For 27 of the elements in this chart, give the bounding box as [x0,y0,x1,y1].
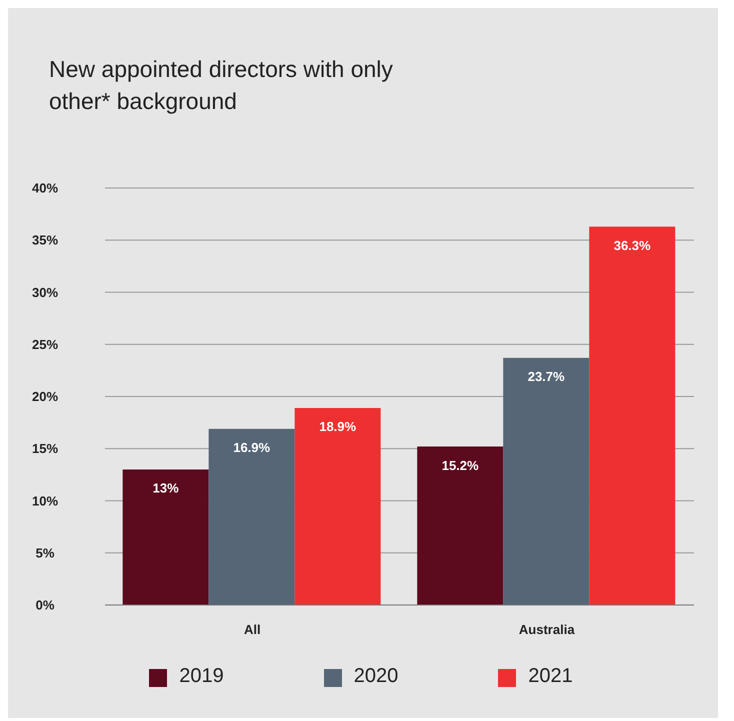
data-label: 36.3% [614,238,652,253]
y-tick-label: 25% [32,336,58,352]
legend-label: 2019 [179,665,224,687]
bar [417,446,504,605]
bar [208,428,295,605]
data-label: 13% [152,480,180,496]
bar [503,358,590,605]
bar [589,226,676,605]
bar [294,408,381,605]
x-tick-label: All [244,622,261,638]
bar [122,469,209,605]
data-label: 18.9% [319,419,357,434]
y-tick-label: 35% [32,232,58,248]
legend-label: 2021 [528,665,573,687]
y-tick-label: 30% [32,284,58,300]
y-tick-label: 20% [32,389,58,404]
y-tick-label: 15% [32,441,58,456]
data-label: 16.9% [233,440,271,456]
x-tick-label: Australia [518,622,576,638]
legend-label: 2020 [354,665,398,687]
y-tick-label: 10% [32,493,58,508]
chart-title: New appointed directors with only other* background [49,55,394,116]
y-tick-label: 5% [36,545,55,560]
data-label: 23.7% [528,369,566,384]
y-tick-label: 0% [36,598,55,613]
y-tick-label: 40% [32,180,58,196]
data-label: 15.2% [442,458,480,473]
